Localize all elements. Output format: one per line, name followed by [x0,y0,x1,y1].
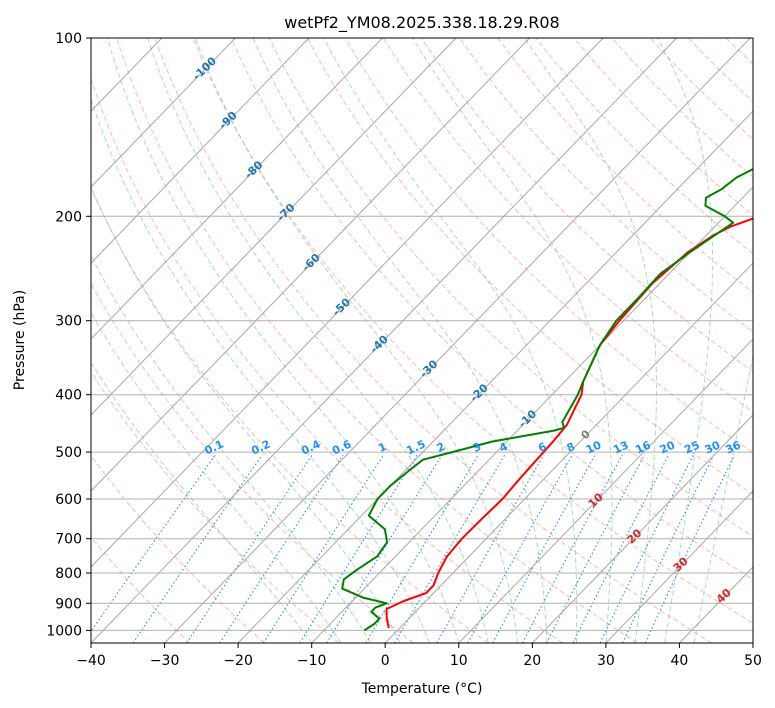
mixing-ratio-line [132,454,263,643]
mixing-ratio-line [263,454,385,643]
dry-adiabat [497,38,753,294]
pressure-gridlines [91,38,753,631]
moist-adiabat [91,185,401,643]
moist-adiabat [91,254,371,643]
moist-adiabat [107,38,460,643]
moist-adiabat [693,353,753,643]
isotherm [91,38,236,188]
mixing-ratio-line [467,454,573,643]
isotherm [605,490,753,643]
mixing-ratio-label: 10 [584,438,604,456]
mixing-ratio-line [186,454,313,643]
dry-adiabat [192,38,753,624]
x-tick-label: 0 [381,653,390,669]
dry-adiabat [382,38,753,413]
dry-adiabat [230,38,753,580]
x-axis-title: Temperature (°C) [361,681,483,697]
isotherm [237,110,753,643]
isotherm [91,38,310,264]
mixing-ratio-line [436,454,545,643]
x-axis: −40 −30 −20 −10 0 10 20 30 40 50 [76,643,762,669]
isotherm [91,38,457,416]
mixing-ratio-label: 30 [703,438,723,456]
y-tick-label: 800 [55,566,82,582]
moist-adiabat [194,38,519,643]
mixing-ratio-line [394,454,506,643]
y-tick-label: 400 [55,388,82,404]
y-tick-label: 200 [55,209,82,225]
isotherm [91,38,677,643]
y-tick-label: 500 [55,445,82,461]
dewpoint-trace [341,167,753,632]
mixing-ratio-label: 16 [633,438,653,456]
isotherm [531,414,753,643]
temperature-trace [385,217,753,629]
mixing-ratio-label: 13 [611,438,630,456]
x-tick-label: 10 [450,653,468,669]
moist-adiabat [91,311,342,643]
isotherm [91,38,530,492]
mixing-ratio-label: 25 [682,438,701,456]
dry-adiabat [421,38,753,373]
dry-adiabat [91,187,489,643]
dry-adiabat [268,38,753,537]
x-tick-label: 40 [670,653,688,669]
sounding-traces [341,167,753,632]
dry-adiabat [91,536,191,643]
isotherm [384,262,753,643]
isotherm [458,338,753,643]
mixing-ratio-line [219,454,344,643]
y-tick-label: 700 [55,532,82,548]
dry-adiabat [306,38,753,495]
dry-adiabats [91,38,753,643]
x-tick-label: −20 [223,653,253,669]
dry-adiabat [154,38,713,643]
y-axis: 100 200 300 400 500 600 700 800 900 1000 [46,31,91,639]
y-tick-label: 100 [55,31,82,47]
moist-adiabat [252,38,548,643]
moist-adiabats [91,38,753,643]
chart-title: wetPf2_YM08.2025.338.18.29.R08 [284,13,559,33]
dry-adiabat [344,38,753,454]
x-tick-label: −30 [150,653,180,669]
dry-adiabat [91,282,414,643]
isotherm [164,38,751,643]
x-tick-label: 20 [523,653,541,669]
mixing-ratio-label: 20 [658,438,678,456]
dry-adiabat [91,370,340,643]
y-tick-label: 900 [55,596,82,612]
moist-adiabat [147,38,489,643]
y-tick-label: 1000 [46,623,82,639]
x-tick-label: 30 [597,653,615,669]
moist-adiabat [91,97,430,643]
y-tick-label: 300 [55,314,82,330]
x-tick-label: −40 [76,653,106,669]
moist-adiabat [323,38,578,643]
moist-adiabat [412,38,613,643]
moist-adiabat [91,361,313,643]
dry-adiabat [116,38,638,643]
x-tick-label: −10 [297,653,327,669]
moist-adiabat [656,38,714,643]
mixing-ratio-line [546,454,646,643]
moist-adiabat [524,38,657,643]
x-tick-label: 50 [744,653,762,669]
mixing-ratio-line [91,454,217,633]
isotherm [91,38,604,568]
y-tick-label: 600 [55,492,82,508]
dry-adiabat [91,77,563,643]
plot-frame [90,37,754,644]
isotherm [91,38,383,340]
mixing-ratio-label: 36 [724,438,744,456]
y-axis-title: Pressure (hPa) [12,290,28,390]
